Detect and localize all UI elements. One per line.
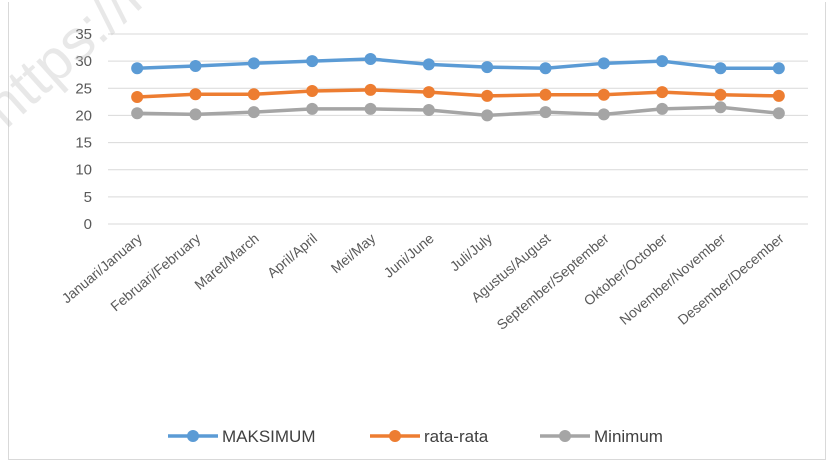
- data-point[interactable]: [306, 55, 319, 68]
- legend-marker: [559, 430, 571, 442]
- data-point[interactable]: [539, 106, 552, 119]
- data-point[interactable]: [481, 109, 494, 122]
- x-tick-label: Juni/June: [381, 230, 437, 281]
- data-point[interactable]: [772, 62, 785, 75]
- legend-item[interactable]: Minimum: [540, 427, 663, 446]
- legend-item[interactable]: rata-rata: [370, 427, 489, 446]
- legend-label: MAKSIMUM: [222, 427, 316, 446]
- data-point[interactable]: [131, 107, 144, 120]
- data-point[interactable]: [772, 89, 785, 102]
- data-point[interactable]: [131, 90, 144, 103]
- data-point[interactable]: [481, 61, 494, 74]
- data-point[interactable]: [539, 88, 552, 101]
- data-point[interactable]: [714, 101, 727, 114]
- data-point[interactable]: [714, 62, 727, 75]
- data-point[interactable]: [656, 55, 669, 68]
- y-tick-label: 20: [75, 107, 92, 124]
- y-tick-label: 15: [75, 135, 92, 152]
- legend-label: rata-rata: [424, 427, 489, 446]
- series-MAKSIMUM: [131, 52, 785, 75]
- data-point[interactable]: [364, 52, 377, 65]
- data-point[interactable]: [422, 58, 435, 71]
- data-point[interactable]: [481, 89, 494, 102]
- y-tick-label: 35: [75, 26, 92, 43]
- x-tick-label: November/November: [616, 230, 728, 328]
- data-point[interactable]: [247, 88, 260, 101]
- data-point[interactable]: [306, 85, 319, 97]
- legend-marker: [187, 430, 199, 442]
- y-axis-ticks: 0 5 10 15 20 25 30 35: [75, 26, 92, 233]
- data-point[interactable]: [597, 88, 610, 101]
- data-point[interactable]: [597, 57, 610, 70]
- x-tick-label: Maret/March: [191, 230, 261, 293]
- x-tick-label: Mei/May: [328, 230, 379, 276]
- chart-frame: [8, 2, 826, 460]
- data-point[interactable]: [597, 108, 610, 121]
- data-point[interactable]: [306, 102, 319, 115]
- data-point[interactable]: [656, 86, 669, 99]
- data-point[interactable]: [539, 62, 552, 75]
- legend-marker: [389, 430, 401, 442]
- y-tick-label: 10: [75, 162, 92, 179]
- data-point[interactable]: [247, 106, 260, 119]
- data-point[interactable]: [714, 88, 727, 101]
- y-tick-label: 0: [84, 216, 92, 233]
- data-point[interactable]: [772, 107, 785, 120]
- gridlines: [108, 33, 808, 225]
- data-point[interactable]: [656, 102, 669, 115]
- x-tick-label: Juli/July: [447, 230, 495, 274]
- x-tick-label: Desember/December: [675, 230, 787, 328]
- data-point[interactable]: [189, 88, 202, 101]
- x-axis-ticks: Januari/JanuaryFebruari/FebruaryMaret/Ma…: [58, 230, 787, 333]
- x-tick-label: September/September: [494, 230, 612, 333]
- data-point[interactable]: [131, 62, 144, 75]
- series-line: [137, 57, 779, 70]
- series-rata-rata: [131, 83, 785, 103]
- x-tick-label: April/April: [264, 230, 320, 281]
- series-line: [137, 105, 780, 118]
- legend-label: Minimum: [594, 427, 663, 446]
- data-point[interactable]: [189, 60, 202, 73]
- legend: MAKSIMUM rata-rata Minimum: [168, 427, 663, 446]
- data-point[interactable]: [189, 108, 202, 121]
- series-lines: [131, 52, 785, 122]
- data-point[interactable]: [422, 104, 435, 116]
- series-line: [137, 88, 779, 99]
- data-point[interactable]: [364, 102, 377, 115]
- data-point[interactable]: [422, 86, 435, 99]
- data-point[interactable]: [247, 57, 260, 70]
- data-point[interactable]: [364, 83, 377, 96]
- series-Minimum: [131, 101, 785, 122]
- y-tick-label: 5: [84, 189, 92, 206]
- y-tick-label: 25: [75, 80, 92, 97]
- y-tick-label: 30: [75, 53, 92, 70]
- legend-item[interactable]: MAKSIMUM: [168, 427, 316, 446]
